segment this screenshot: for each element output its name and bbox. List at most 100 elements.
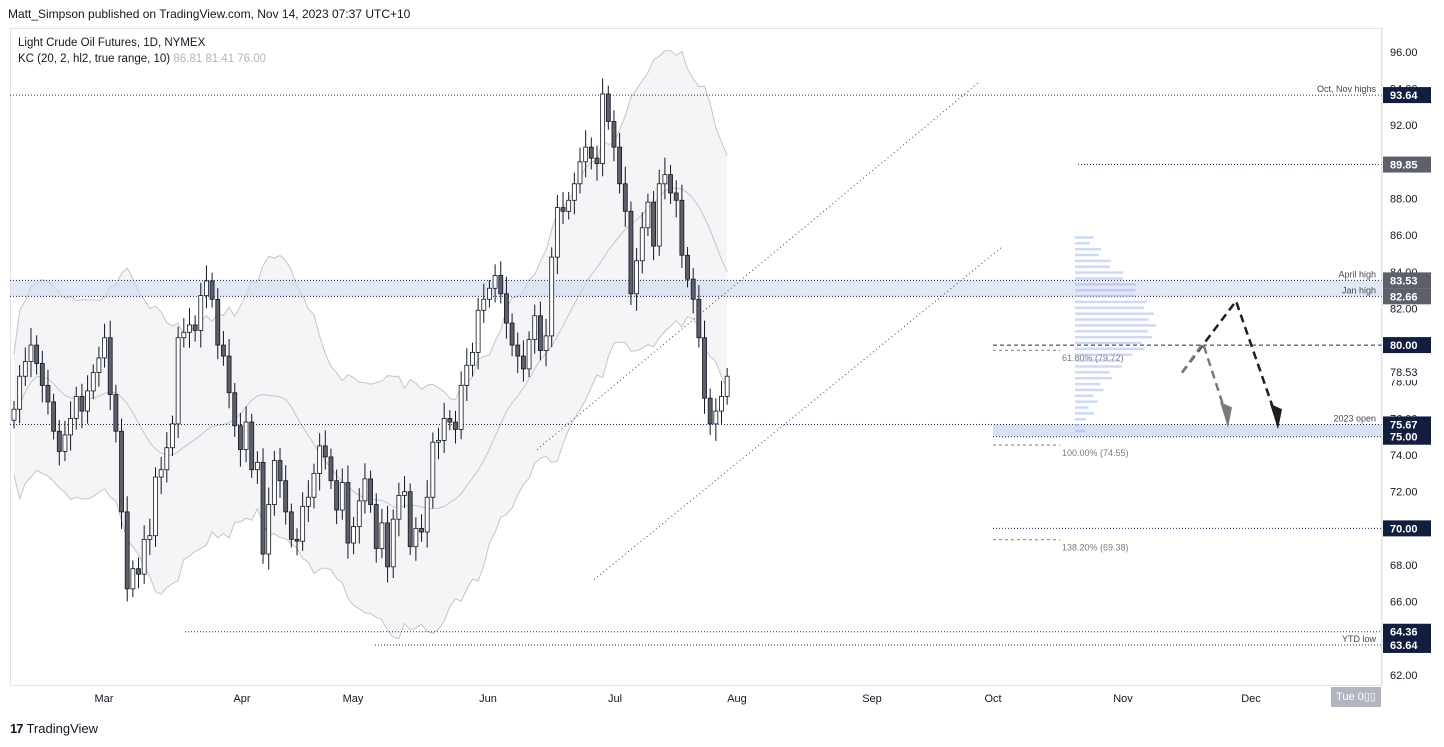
volume-profile-bar	[1075, 376, 1112, 380]
keltner-upper-line	[13, 50, 728, 401]
candle-body	[628, 210, 634, 295]
candle-body	[356, 500, 362, 527]
candle-body	[345, 482, 351, 544]
level-label: Jan high	[1342, 285, 1376, 295]
candle-body	[537, 315, 543, 351]
candle-body	[419, 527, 424, 533]
candle-body	[577, 161, 583, 185]
price-tag-label: 93.64	[1390, 90, 1418, 102]
last-price-tag	[1383, 364, 1431, 381]
candle-body	[187, 324, 192, 333]
candle-body	[181, 331, 187, 339]
volume-profile-bar	[1075, 347, 1145, 351]
candle-body	[690, 278, 696, 300]
candle-body	[504, 293, 509, 324]
candle-body	[45, 385, 51, 403]
candle-body	[385, 522, 390, 568]
candle-body	[492, 275, 498, 289]
month-tick-label: Aug	[727, 693, 747, 705]
candle-body	[288, 511, 294, 540]
keltner-band-fill	[14, 50, 728, 639]
volume-profile-bar	[1075, 394, 1094, 398]
volume-profile-bar	[1075, 236, 1094, 239]
candle-body	[560, 207, 566, 212]
candle-body	[164, 447, 170, 471]
candle-body	[588, 146, 594, 159]
support-zone	[993, 424, 1382, 437]
candle-body	[549, 256, 555, 337]
level-label: April high	[1338, 269, 1376, 279]
candle-body	[113, 394, 119, 432]
candle-body	[209, 280, 215, 300]
candle-body	[39, 363, 45, 386]
candle-body	[447, 418, 453, 423]
price-tick-label: 74.00	[1390, 450, 1418, 462]
volume-profile-bar	[1075, 418, 1087, 421]
price-tag	[1383, 428, 1431, 445]
crosshair-date-label: Tue 0▯▯	[1331, 687, 1381, 707]
price-tag	[1383, 272, 1431, 289]
candle-body	[532, 315, 538, 340]
candle-body	[294, 538, 300, 542]
candle-body	[17, 375, 23, 410]
candle-body	[107, 337, 113, 395]
candle-body	[481, 298, 487, 311]
candle-body	[475, 309, 481, 353]
price-tick-label: 86.00	[1390, 230, 1418, 242]
month-tick-label: Oct	[984, 693, 1001, 705]
tradingview-footer[interactable]: 17 TradingView	[10, 721, 98, 736]
resistance-zone	[10, 280, 1382, 297]
candle-body	[158, 469, 164, 478]
candle-body	[277, 460, 283, 482]
month-tick-label: Apr	[233, 693, 250, 705]
candle-body	[175, 337, 181, 425]
volume-profile-bar	[1075, 353, 1133, 356]
volume-profile-bar	[1075, 382, 1101, 386]
candle-body	[611, 121, 617, 148]
volume-profile-bar	[1075, 312, 1154, 315]
candle-body	[334, 480, 340, 511]
candle-body	[639, 227, 645, 262]
volume-profile-bar	[1075, 247, 1102, 251]
price-tick-label: 82.00	[1390, 303, 1418, 315]
candle-body	[204, 280, 209, 296]
candle-body	[170, 423, 175, 449]
candle-body	[413, 527, 419, 548]
volume-profile-bar	[1075, 265, 1110, 269]
price-tag	[1383, 416, 1431, 433]
volume-profile-bar	[1075, 371, 1110, 374]
month-tick-label: Nov	[1113, 693, 1133, 705]
candle-body	[198, 295, 204, 331]
volume-profile-bar	[1075, 400, 1098, 403]
price-tag-label: 82.66	[1390, 291, 1418, 303]
candle-body	[379, 522, 385, 549]
candle-body	[390, 518, 396, 568]
volume-profile-bar	[1075, 283, 1137, 286]
candle-body	[339, 482, 345, 511]
price-tag-label: 83.53	[1390, 275, 1418, 287]
candle-body	[300, 505, 306, 542]
price-tag	[1383, 520, 1431, 537]
candle-body	[373, 504, 379, 549]
projection-arrow-gray	[1180, 340, 1230, 421]
candle-body	[243, 421, 249, 450]
candle-body	[102, 337, 107, 359]
level-label: Oct, Nov highs	[1317, 84, 1377, 94]
candle-body	[583, 146, 589, 163]
candle-body	[571, 183, 577, 201]
candle-body	[56, 430, 62, 452]
tradingview-brand: TradingView	[26, 721, 99, 736]
chart-legend[interactable]: Light Crude Oil Futures, 1D, NYMEX KC (2…	[18, 35, 266, 67]
candle-body	[96, 357, 102, 373]
candle-body	[283, 480, 289, 513]
candle-body	[192, 324, 198, 331]
price-tick-label: 88.00	[1390, 193, 1418, 205]
volume-profile-bar	[1075, 341, 1142, 345]
candle-body	[719, 396, 724, 412]
candle-body	[430, 441, 436, 498]
candle-body	[266, 504, 272, 555]
candle-body	[260, 461, 266, 555]
candle-body	[328, 456, 334, 482]
price-tick-label: 92.00	[1390, 120, 1418, 132]
